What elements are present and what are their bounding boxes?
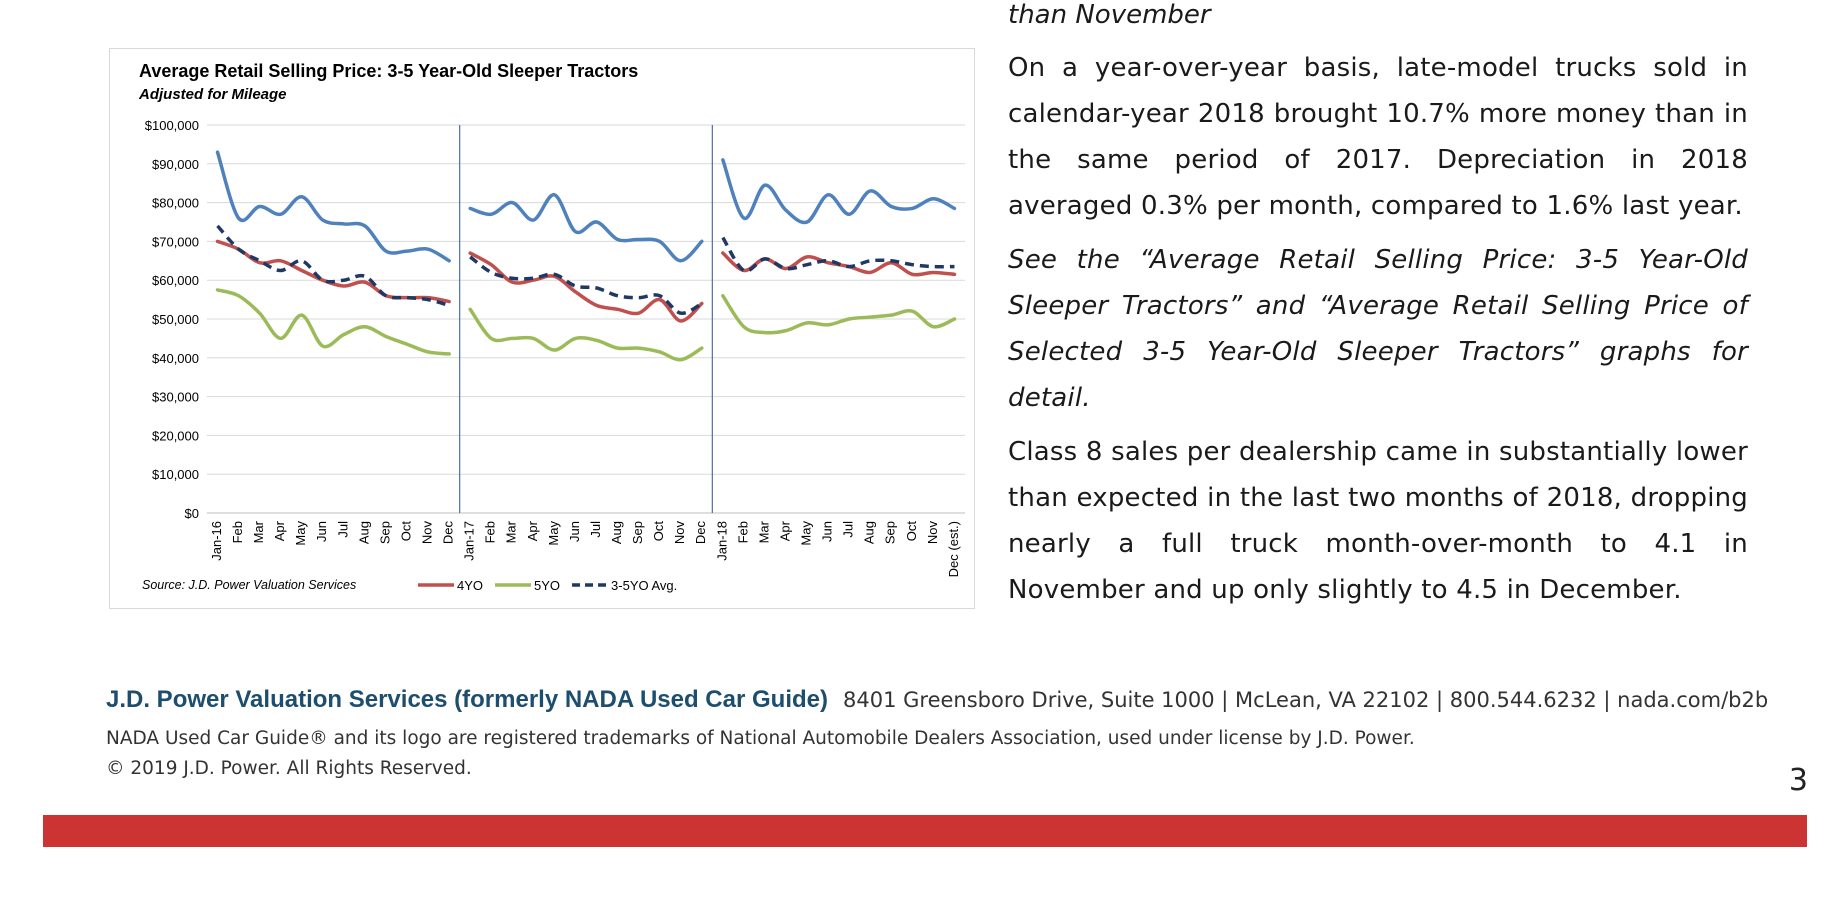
footer-contact: J.D. Power Valuation Services (formerly … [106,686,1768,714]
x-tick-label: Nov [672,521,687,545]
x-tick-label: Aug [862,521,877,544]
x-tick-label: Dec (est.) [946,521,961,577]
chart-source: Source: J.D. Power Valuation Services [142,578,356,592]
series-line [215,150,451,263]
price-chart: Average Retail Selling Price: 3-5 Year-O… [109,48,975,609]
y-tick-label: $90,000 [152,157,199,172]
x-tick-label: May [546,521,561,546]
x-tick-label: Jan-16 [209,521,224,561]
x-tick-label: Feb [483,521,498,543]
x-tick-label: Apr [525,520,540,541]
series-line [216,224,450,308]
legend-label: 5YO [534,578,560,593]
series-line [468,251,704,323]
x-tick-label: Oct [904,521,919,542]
x-tick-label: Dec [441,521,456,545]
legend-label: 3-5YO Avg. [611,578,677,593]
x-tick-label: Apr [272,520,287,541]
x-tick-label: Jul [588,521,603,538]
x-tick-label: Dec [693,521,708,545]
chart-subtitle: Adjusted for Mileage [138,86,287,103]
x-tick-label: Mar [251,520,266,543]
y-tick-label: $0 [185,506,199,521]
chart-svg: Average Retail Selling Price: 3-5 Year-O… [138,61,965,593]
series-line [721,236,955,273]
series-line [721,293,957,335]
x-tick-label: Jul [335,521,350,538]
x-tick-label: Feb [735,521,750,543]
legend-label: 4YO [457,578,483,593]
x-tick-label: Oct [651,521,666,542]
x-tick-label: Aug [356,521,371,544]
x-tick-label: May [293,521,308,546]
x-tick-label: Feb [230,521,245,543]
x-tick-label: Jan-18 [714,521,729,561]
series-line [468,307,704,362]
y-tick-label: $70,000 [152,234,199,249]
y-tick-label: $40,000 [152,351,199,366]
series-line [721,158,957,225]
series-line [469,255,703,315]
x-tick-label: Jun [314,521,329,542]
x-tick-label: Mar [504,520,519,543]
paragraph-see-graphs: See the “Average Retail Selling Price: 3… [1008,245,1748,413]
trademark-notice: NADA Used Car Guide® and its logo are re… [106,728,1415,749]
y-tick-label: $30,000 [152,390,199,405]
x-tick-label: Oct [398,521,413,542]
x-tick-label: May [799,521,814,546]
x-tick-label: Nov [925,521,940,545]
footer-red-bar [43,815,1807,847]
y-tick-label: $60,000 [152,273,199,288]
x-tick-label: Mar [756,520,771,543]
x-tick-label: Sep [377,521,392,544]
chart-title: Average Retail Selling Price: 3-5 Year-O… [139,61,638,81]
paragraph-fragment: than November [1008,0,1211,30]
footer-address: 8401 Greensboro Drive, Suite 1000 | McLe… [843,688,1769,712]
x-tick-label: Sep [630,521,645,544]
y-tick-label: $50,000 [152,312,199,327]
footer-brand: J.D. Power Valuation Services (formerly … [106,686,828,713]
page-number: 3 [1788,763,1808,798]
y-tick-label: $20,000 [152,428,199,443]
paragraph-yoy: On a year-over-year basis, late-model tr… [1008,53,1748,221]
paragraph-class8-sales: Class 8 sales per dealership came in sub… [1008,437,1748,605]
copyright-notice: © 2019 J.D. Power. All Rights Reserved. [106,758,472,779]
body-text: On a year-over-year basis, late-model tr… [1008,45,1748,621]
y-tick-label: $10,000 [152,467,199,482]
x-tick-label: Aug [609,521,624,544]
x-tick-label: Jan-17 [462,521,477,561]
x-tick-label: Nov [420,521,435,545]
x-tick-label: Jul [841,521,856,538]
y-tick-label: $100,000 [145,118,199,133]
y-tick-label: $80,000 [152,196,199,211]
series-line [468,193,704,263]
x-tick-label: Jun [567,521,582,542]
x-tick-label: Jun [820,521,835,542]
series-line [215,288,451,356]
x-tick-label: Sep [883,521,898,544]
x-tick-label: Apr [777,520,792,541]
